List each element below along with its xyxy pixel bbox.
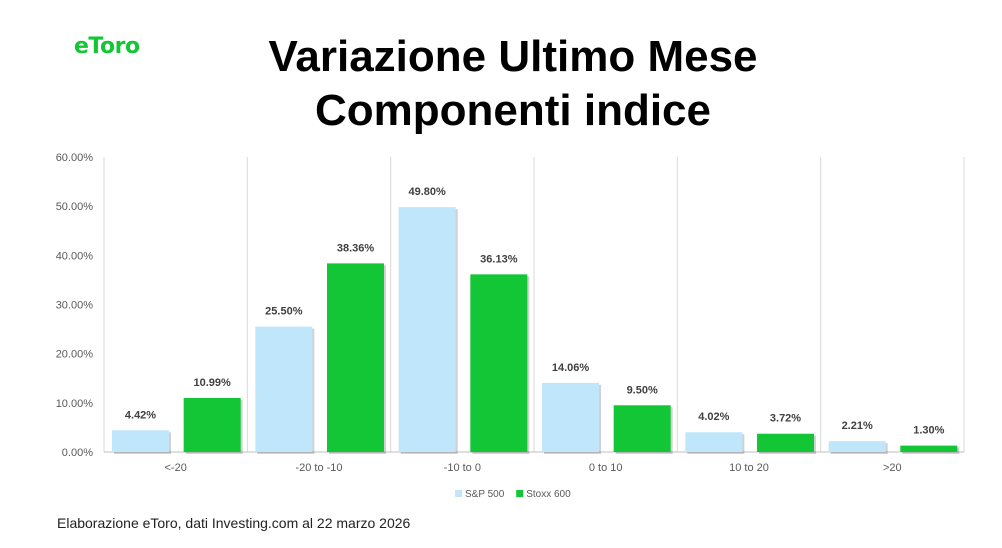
- y-tick-label: 60.00%: [56, 152, 94, 164]
- chart-title: Variazione Ultimo Mese Componenti indice: [150, 30, 876, 138]
- data-label: 4.42%: [125, 409, 156, 421]
- source-note: Elaborazione eToro, dati Investing.com a…: [57, 515, 411, 531]
- bar: [685, 432, 743, 452]
- data-label: 3.72%: [770, 413, 801, 425]
- data-label: 38.36%: [337, 242, 375, 254]
- y-tick-label: 30.00%: [56, 300, 94, 312]
- etoro-logo: eToro: [74, 34, 140, 59]
- data-label: 9.50%: [627, 384, 658, 396]
- y-tick-label: 0.00%: [62, 447, 93, 459]
- x-tick-label: <-20: [165, 462, 187, 474]
- x-tick-label: 0 to 10: [589, 462, 623, 474]
- legend-label: Stoxx 600: [526, 489, 571, 500]
- data-label: 36.13%: [480, 253, 518, 265]
- data-label: 4.02%: [698, 411, 729, 423]
- title-line-1: Variazione Ultimo Mese: [268, 32, 758, 81]
- y-tick-label: 50.00%: [56, 201, 94, 213]
- data-label: 49.80%: [409, 186, 447, 198]
- bar: [470, 274, 528, 452]
- y-tick-label: 40.00%: [56, 250, 94, 262]
- data-label: 25.50%: [265, 306, 303, 318]
- y-tick-label: 20.00%: [56, 349, 94, 361]
- x-tick-label: -20 to -10: [295, 462, 342, 474]
- data-label: 1.30%: [913, 425, 944, 437]
- bar: [327, 263, 384, 452]
- title-line-2: Componenti indice: [315, 86, 711, 135]
- legend-label: S&P 500: [465, 489, 505, 500]
- bar: [542, 382, 599, 452]
- x-tick-label: >20: [883, 462, 902, 474]
- x-tick-label: -10 to 0: [444, 462, 481, 474]
- data-label: 10.99%: [194, 377, 232, 389]
- bar: [757, 433, 814, 452]
- data-label: 2.21%: [842, 420, 873, 432]
- x-tick-label: 10 to 20: [729, 462, 769, 474]
- bar: [183, 397, 241, 452]
- bar: [255, 326, 313, 452]
- legend-swatch: [516, 490, 524, 497]
- bar: [900, 445, 958, 452]
- data-label: 14.06%: [552, 362, 590, 374]
- y-tick-label: 10.00%: [56, 398, 94, 410]
- bar: [613, 405, 671, 452]
- bar: [112, 430, 169, 452]
- bar: [398, 207, 456, 452]
- legend-swatch: [455, 490, 462, 497]
- bar: [828, 441, 886, 452]
